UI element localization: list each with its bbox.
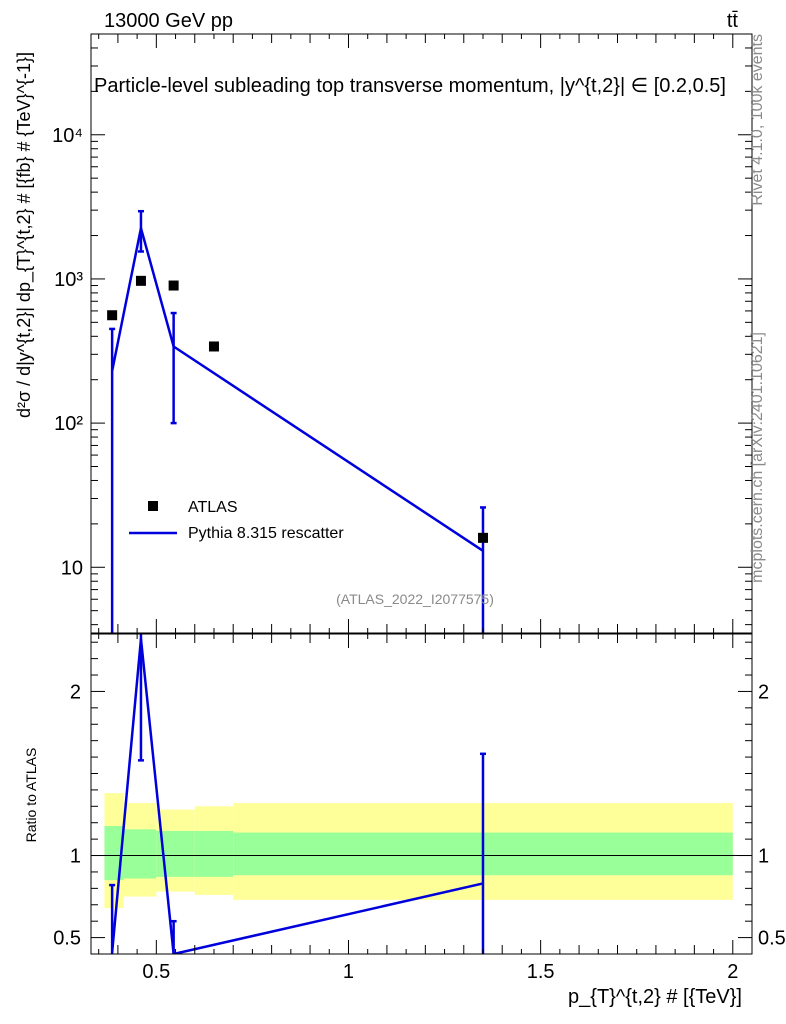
- x-tick-label: 1: [343, 961, 354, 983]
- y-tick-label-ratio-right: 1: [758, 846, 769, 868]
- main-panel-marks: [107, 209, 488, 633]
- legend-atlas-label: ATLAS: [188, 499, 238, 516]
- x-tick-label: 2: [727, 961, 738, 983]
- atlas-point: [477, 532, 488, 543]
- atlas-point: [135, 275, 146, 286]
- y-tick-label-ratio: 2: [70, 681, 81, 703]
- y-tick-label-main: 10⁴: [52, 125, 83, 147]
- band-inner: [123, 829, 157, 879]
- legend-pythia-label: Pythia 8.315 rescatter: [188, 525, 344, 542]
- ratio-uncertainty-bands: [91, 793, 752, 909]
- x-tick-label: 1.5: [527, 961, 555, 983]
- watermark: (ATLAS_2022_I2077575): [336, 591, 494, 607]
- legend-atlas-marker: [148, 501, 158, 511]
- ratio-series: [109, 634, 486, 954]
- ratio-panel-frame: [90, 633, 753, 955]
- y-tick-label-ratio-right: 2: [758, 681, 769, 703]
- mcplots-label: mcplots.cern.ch [arXiv:2401.10621]: [749, 332, 766, 583]
- y-axis-label-ratio: Ratio to ATLAS: [23, 748, 39, 843]
- ratio-panel-marks: [109, 634, 486, 954]
- pythia-line: [110, 227, 484, 552]
- atlas-point: [208, 341, 219, 352]
- axes: 10 10² 10³ 10⁴ 0.5 0.5 1 1 2 2 0.5 1 1.5 2: [52, 33, 786, 983]
- rivet-label: Rivet 4.1.0, 100k events: [749, 34, 766, 206]
- band-inner: [194, 830, 234, 877]
- main-panel-frame: [90, 33, 753, 634]
- ratio-pythia-line: [110, 638, 484, 954]
- energy-label: 13000 GeV pp: [104, 10, 233, 32]
- y-tick-label-main: 10: [61, 557, 83, 579]
- x-tick-label: 0.5: [142, 961, 170, 983]
- y-tick-label-main: 10³: [54, 269, 83, 291]
- atlas-point: [107, 310, 118, 321]
- legend: ATLAS Pythia 8.315 rescatter: [129, 499, 344, 542]
- y-tick-label-main: 10²: [54, 413, 83, 435]
- y-tick-label-ratio-right: 0.5: [758, 928, 786, 950]
- chart-title: Particle-level subleading top transverse…: [94, 75, 726, 97]
- y-axis-label-main: d²σ / d|y^{t,2}| dp_{T}^{t,2} # [{fb} # …: [14, 52, 35, 418]
- y-tick-label-ratio: 0.5: [53, 928, 81, 950]
- y-tick-label-ratio: 1: [70, 846, 81, 868]
- atlas-point: [168, 280, 179, 291]
- process-label: tt̄: [727, 10, 739, 32]
- x-axis-label: p_{T}^{t,2} # [{TeV}]: [568, 986, 742, 1008]
